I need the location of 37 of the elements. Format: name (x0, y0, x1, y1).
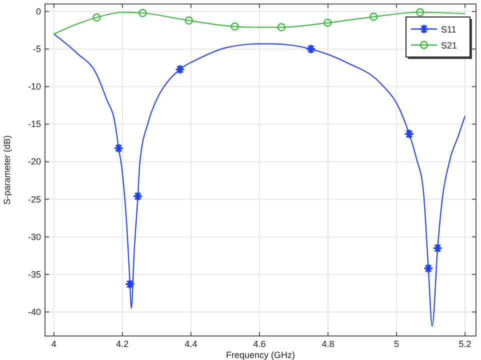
x-axis-title: Frequency (GHz) (226, 350, 296, 360)
legend-label: S21 (441, 40, 458, 50)
point (92, 13, 101, 22)
y-tick-label: -25 (28, 194, 41, 204)
point (184, 16, 193, 25)
point (277, 23, 286, 32)
point (124, 279, 136, 290)
y-tick-label: -10 (28, 82, 41, 92)
point (306, 44, 316, 54)
x-tick-label: 4.2 (116, 339, 129, 349)
point (230, 22, 239, 31)
point (432, 243, 443, 254)
x-tick-label: 5 (394, 339, 400, 349)
x-tick-label: 5.2 (458, 339, 472, 349)
y-tick-label: -30 (28, 232, 41, 242)
y-tick-label: -35 (28, 269, 41, 280)
point (174, 64, 186, 74)
point (404, 128, 414, 140)
x-tick-label: 4.4 (184, 339, 198, 349)
x-tick-label: 4.8 (322, 339, 334, 349)
y-tick-label: -40 (28, 306, 41, 317)
point (132, 191, 143, 202)
point (324, 18, 332, 27)
y-tick-label: -15 (28, 119, 41, 130)
legend-label: S11 (441, 24, 456, 34)
y-tick-label: -5 (32, 44, 41, 54)
y-tick-label: -20 (28, 156, 41, 167)
x-tick-label: 4.6 (253, 339, 266, 349)
point (423, 263, 434, 274)
x-tick-label: 4 (51, 339, 56, 349)
y-tick-label: 0 (36, 6, 41, 17)
point (416, 8, 424, 16)
point (369, 12, 378, 21)
line-series (53, 33, 466, 327)
point (138, 8, 147, 18)
y-axis-title: S-parameter (dB) (2, 135, 12, 205)
point (114, 143, 124, 154)
